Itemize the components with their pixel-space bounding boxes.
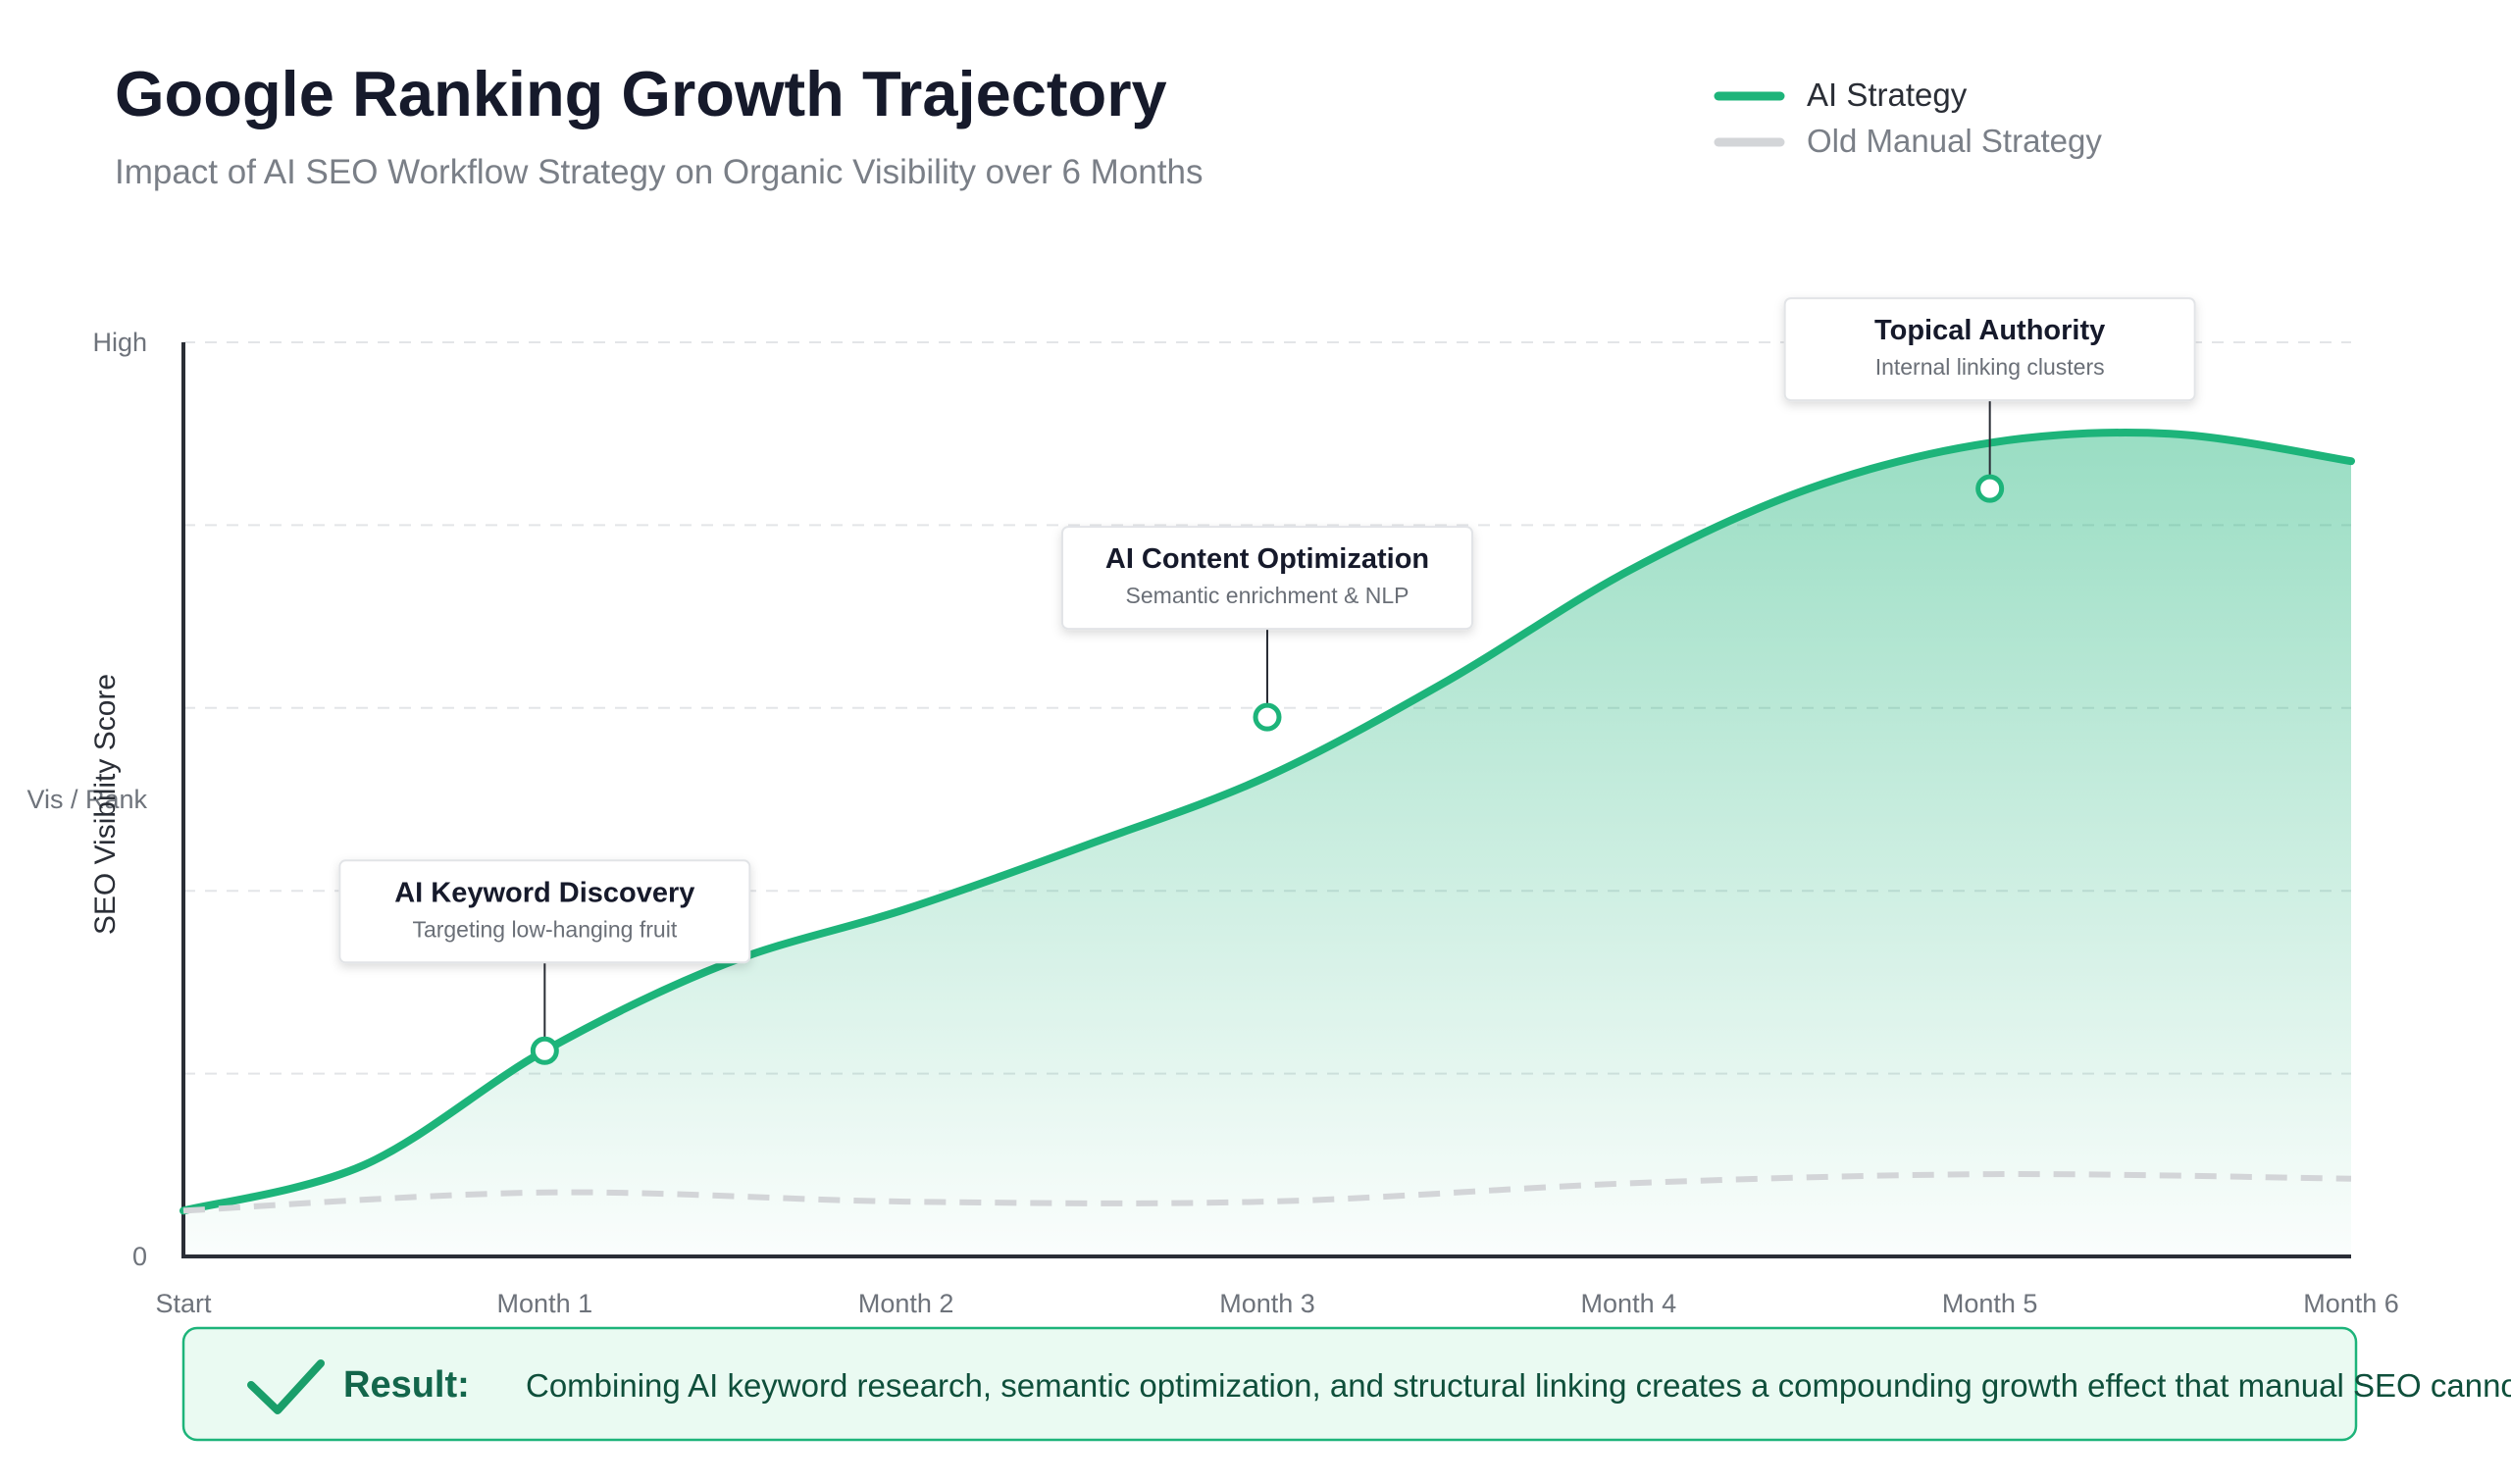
result-text: Combining AI keyword research, semantic …	[526, 1367, 2511, 1404]
annotation-title: Topical Authority	[1874, 315, 2105, 346]
x-tick-label: Start	[155, 1289, 212, 1318]
y-tick-label: Vis / Rank	[26, 785, 147, 814]
y-axis-label: SEO Visibility Score	[89, 674, 122, 935]
annotation-marker	[530, 1036, 559, 1065]
y-tick-label: 0	[132, 1242, 147, 1271]
y-tick-label: High	[92, 328, 147, 357]
annotation-subtitle: Targeting low-hanging fruit	[412, 916, 677, 942]
result-box: Result: Combining AI keyword research, s…	[181, 1326, 2511, 1442]
annotation-marker	[1975, 474, 2005, 503]
annotation-box	[1061, 526, 1473, 631]
chart-subtitle: Impact of AI SEO Workflow Strategy on Or…	[115, 153, 1203, 191]
legend-label-manual: Old Manual Strategy	[1807, 123, 2102, 159]
legend: AI Strategy Old Manual Strategy	[1714, 77, 2102, 159]
result-label: Result:	[343, 1364, 470, 1406]
annotation-callout: Topical Authority Internal linking cluste…	[1783, 297, 2196, 503]
annotation-marker	[1253, 702, 1282, 732]
series-area-fill	[183, 433, 2351, 1256]
annotation-title: AI Keyword Discovery	[394, 877, 694, 908]
x-tick-label: Month 3	[1219, 1289, 1315, 1318]
annotations: AI Keyword Discovery Targeting low-hangin…	[338, 297, 2196, 1065]
series-line-manual-strategy	[182, 1171, 2352, 1214]
axes	[181, 342, 2351, 1258]
check-icon	[247, 1359, 325, 1414]
x-tick-label: Month 4	[1581, 1289, 1677, 1318]
series-area	[183, 433, 2351, 1256]
tick-labels: 0 Vis / Rank High Start Month 1 Month 2 Month …	[26, 328, 2398, 1318]
x-tick-label: Month 6	[2303, 1289, 2399, 1318]
annotation-subtitle: Internal linking clusters	[1875, 354, 2105, 380]
result-box-background	[181, 1326, 2358, 1442]
annotation-subtitle: Semantic enrichment & NLP	[1126, 583, 1409, 608]
legend-label-ai: AI Strategy	[1807, 77, 1968, 113]
annotation-box	[338, 859, 751, 964]
annotation-callout: AI Keyword Discovery Targeting low-hangin…	[338, 859, 751, 1065]
chart-title: Google Ranking Growth Trajectory	[115, 58, 1167, 129]
x-tick-label: Month 2	[858, 1289, 954, 1318]
x-tick-label: Month 1	[497, 1289, 593, 1318]
annotation-callout: AI Content Optimization Semantic enrichme…	[1061, 526, 1473, 732]
annotation-box	[1783, 297, 2196, 402]
annotation-title: AI Content Optimization	[1105, 543, 1429, 575]
x-tick-label: Month 5	[1942, 1289, 2038, 1318]
